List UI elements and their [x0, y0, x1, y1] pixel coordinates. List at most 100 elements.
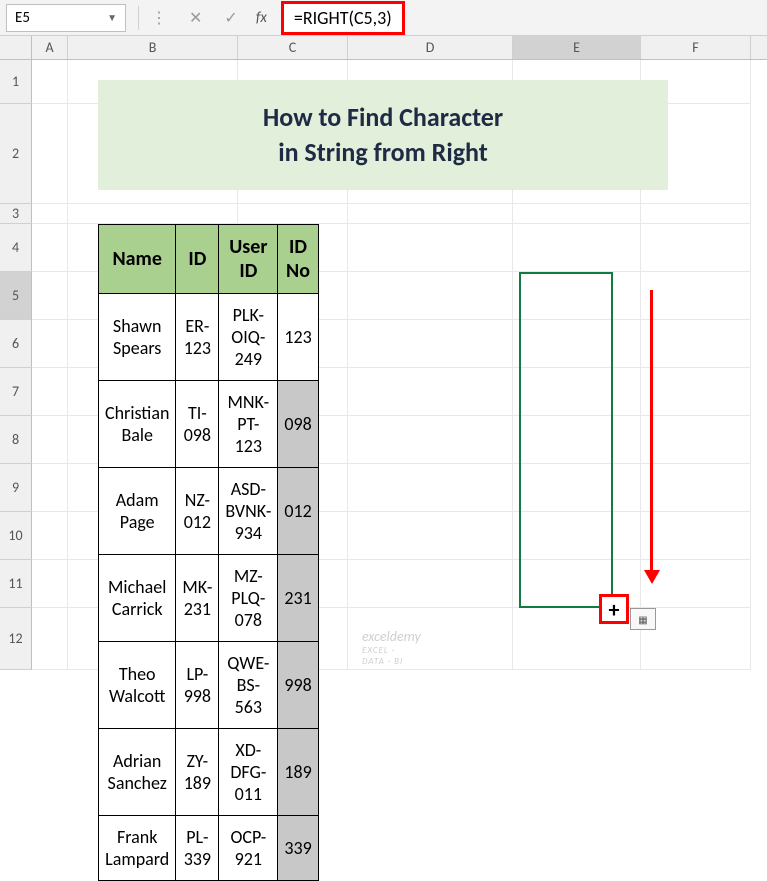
- row-header-8[interactable]: 8: [0, 416, 32, 464]
- select-all-corner[interactable]: [0, 36, 32, 59]
- cell-idno[interactable]: 012: [278, 468, 318, 555]
- cell[interactable]: [348, 224, 513, 272]
- cell-name[interactable]: Adrian Sanchez: [99, 729, 176, 816]
- cell-id[interactable]: ZY-189: [176, 729, 219, 816]
- cell-idno[interactable]: 123: [278, 294, 318, 381]
- cancel-icon[interactable]: ✕: [189, 8, 202, 28]
- fill-handle[interactable]: +: [599, 594, 629, 624]
- cell[interactable]: [68, 204, 238, 224]
- cell[interactable]: [32, 560, 68, 608]
- cell[interactable]: [32, 320, 68, 368]
- cell[interactable]: [348, 464, 513, 512]
- fx-icon[interactable]: fx: [256, 9, 267, 27]
- row-header-11[interactable]: 11: [0, 560, 32, 608]
- cell-name[interactable]: Christian Bale: [99, 381, 176, 468]
- col-header-A[interactable]: A: [32, 36, 68, 59]
- cell[interactable]: [32, 104, 68, 204]
- autofill-options-icon[interactable]: ▦: [630, 608, 656, 630]
- row-header-3[interactable]: 3: [0, 204, 32, 224]
- cell-userid[interactable]: MNK-PT-123: [219, 381, 278, 468]
- cell-name[interactable]: Frank Lampard: [99, 816, 176, 881]
- cell-userid[interactable]: PLK-OIQ-249: [219, 294, 278, 381]
- col-header-F[interactable]: F: [641, 36, 751, 59]
- cell-id[interactable]: PL-339: [176, 816, 219, 881]
- cell[interactable]: [32, 608, 68, 670]
- cell[interactable]: [348, 368, 513, 416]
- table-header-row: Name ID User ID ID No: [99, 225, 319, 294]
- cell[interactable]: [348, 416, 513, 464]
- header-id: ID: [176, 225, 219, 294]
- cell[interactable]: [32, 368, 68, 416]
- cell[interactable]: [32, 512, 68, 560]
- cell-userid[interactable]: MZ-PLQ-078: [219, 555, 278, 642]
- cell[interactable]: [513, 204, 641, 224]
- data-table: Name ID User ID ID No Shawn SpearsER-123…: [98, 224, 319, 881]
- cell-idno[interactable]: 189: [278, 729, 318, 816]
- row-header-10[interactable]: 10: [0, 512, 32, 560]
- row-header-12[interactable]: 12: [0, 608, 32, 670]
- row-header-1[interactable]: 1: [0, 60, 32, 104]
- cell-id[interactable]: ER-123: [176, 294, 219, 381]
- cell-name[interactable]: Shawn Spears: [99, 294, 176, 381]
- cell-id[interactable]: MK-231: [176, 555, 219, 642]
- cell[interactable]: [32, 204, 68, 224]
- cell-name[interactable]: Adam Page: [99, 468, 176, 555]
- col-header-C[interactable]: C: [238, 36, 348, 59]
- cell-userid[interactable]: QWE-BS-563: [219, 642, 278, 729]
- cell[interactable]: [513, 368, 641, 416]
- cell-id[interactable]: LP-998: [176, 642, 219, 729]
- cell[interactable]: [32, 416, 68, 464]
- cell-idno[interactable]: 339: [278, 816, 318, 881]
- cell-idno[interactable]: 998: [278, 642, 318, 729]
- cell[interactable]: [32, 272, 68, 320]
- cell[interactable]: [238, 204, 348, 224]
- col-header-E[interactable]: E: [513, 36, 641, 59]
- watermark-main: exceldemy: [362, 628, 421, 645]
- cell-userid[interactable]: OCP-921: [219, 816, 278, 881]
- cell[interactable]: [348, 204, 513, 224]
- cell[interactable]: [641, 224, 751, 272]
- cell[interactable]: [641, 608, 751, 670]
- cell[interactable]: [348, 272, 513, 320]
- title-line1: How to Find Character: [263, 100, 503, 135]
- cell-name[interactable]: Theo Walcott: [99, 642, 176, 729]
- cell-id[interactable]: TI-098: [176, 381, 219, 468]
- cell[interactable]: [348, 320, 513, 368]
- cell-id[interactable]: NZ-012: [176, 468, 219, 555]
- row-header-7[interactable]: 7: [0, 368, 32, 416]
- dots-icon[interactable]: ⋮: [151, 8, 167, 28]
- cell[interactable]: [513, 512, 641, 560]
- col-header-B[interactable]: B: [68, 36, 238, 59]
- name-box-dropdown-icon[interactable]: ▼: [107, 11, 117, 24]
- cell[interactable]: [348, 512, 513, 560]
- cell-userid[interactable]: ASD-BVNK-934: [219, 468, 278, 555]
- cell[interactable]: [513, 464, 641, 512]
- cell-userid[interactable]: XD-DFG-011: [219, 729, 278, 816]
- row-header-5[interactable]: 5: [0, 272, 32, 320]
- name-box[interactable]: E5 ▼: [6, 4, 126, 32]
- table-row: Christian BaleTI-098MNK-PT-123098: [99, 381, 319, 468]
- cell-idno[interactable]: 231: [278, 555, 318, 642]
- row-header-9[interactable]: 9: [0, 464, 32, 512]
- row-header-2[interactable]: 2: [0, 104, 32, 204]
- cell-name[interactable]: Michael Carrick: [99, 555, 176, 642]
- cell[interactable]: [513, 272, 641, 320]
- cell[interactable]: [513, 320, 641, 368]
- column-headers: ABCDEF: [0, 36, 767, 60]
- cell[interactable]: [641, 204, 751, 224]
- cell[interactable]: [348, 560, 513, 608]
- title-box: How to Find Character in String from Rig…: [98, 80, 668, 190]
- cell-idno[interactable]: 098: [278, 381, 318, 468]
- cell[interactable]: [513, 416, 641, 464]
- cell[interactable]: [32, 60, 68, 104]
- formula-input[interactable]: =RIGHT(C5,3): [281, 1, 405, 35]
- cell[interactable]: [32, 224, 68, 272]
- confirm-icon[interactable]: ✓: [224, 8, 237, 28]
- row-header-4[interactable]: 4: [0, 224, 32, 272]
- header-userid: User ID: [219, 225, 278, 294]
- cell[interactable]: [32, 464, 68, 512]
- cell[interactable]: [513, 224, 641, 272]
- col-header-D[interactable]: D: [348, 36, 513, 59]
- row-header-6[interactable]: 6: [0, 320, 32, 368]
- header-idno: ID No: [278, 225, 318, 294]
